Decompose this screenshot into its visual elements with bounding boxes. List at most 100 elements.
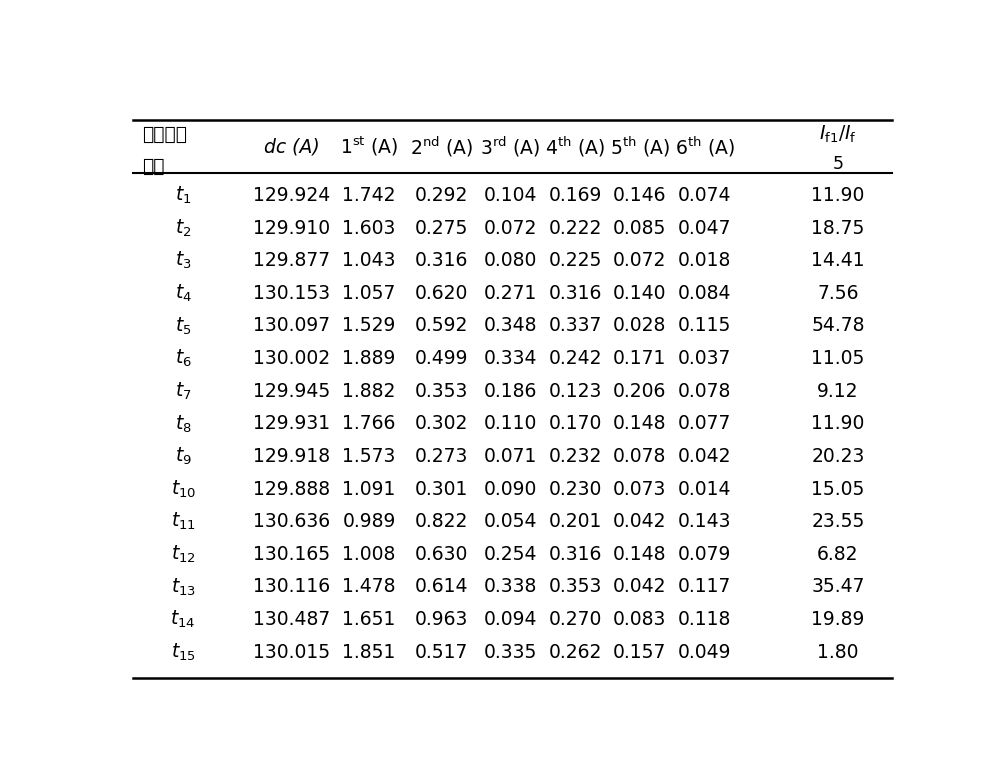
Text: 129.945: 129.945 — [253, 382, 330, 400]
Text: 0.230: 0.230 — [549, 480, 602, 499]
Text: $I_{\rm f1}/I_{\rm f}$: $I_{\rm f1}/I_{\rm f}$ — [819, 124, 857, 145]
Text: 0.084: 0.084 — [678, 284, 731, 303]
Text: 0.270: 0.270 — [549, 610, 602, 629]
Text: 1.603: 1.603 — [342, 219, 396, 238]
Text: 0.028: 0.028 — [613, 316, 666, 336]
Text: 129.931: 129.931 — [253, 414, 330, 433]
Text: 故障发生: 故障发生 — [142, 125, 187, 144]
Text: 1.80: 1.80 — [817, 643, 859, 661]
Text: 0.078: 0.078 — [678, 382, 731, 400]
Text: 0.222: 0.222 — [549, 219, 602, 238]
Text: 0.014: 0.014 — [678, 480, 731, 499]
Text: 0.110: 0.110 — [483, 414, 537, 433]
Text: 1.057: 1.057 — [342, 284, 396, 303]
Text: 11.90: 11.90 — [811, 414, 865, 433]
Text: 129.877: 129.877 — [253, 252, 330, 270]
Text: 0.072: 0.072 — [613, 252, 666, 270]
Text: 0.630: 0.630 — [415, 545, 468, 564]
Text: 0.348: 0.348 — [483, 316, 537, 336]
Text: 0.275: 0.275 — [415, 219, 468, 238]
Text: 1.742: 1.742 — [342, 186, 396, 205]
Text: $t_3$: $t_3$ — [175, 250, 191, 271]
Text: 0.117: 0.117 — [678, 577, 731, 597]
Text: 129.924: 129.924 — [253, 186, 330, 205]
Text: 1.529: 1.529 — [342, 316, 396, 336]
Text: 0.094: 0.094 — [483, 610, 537, 629]
Text: $5^{\rm th}$ (A): $5^{\rm th}$ (A) — [610, 135, 670, 159]
Text: $t_6$: $t_6$ — [175, 348, 192, 369]
Text: $2^{\rm nd}$ (A): $2^{\rm nd}$ (A) — [410, 135, 473, 159]
Text: 0.254: 0.254 — [483, 545, 537, 564]
Text: 0.316: 0.316 — [415, 252, 468, 270]
Text: 0.353: 0.353 — [549, 577, 602, 597]
Text: 130.487: 130.487 — [253, 610, 330, 629]
Text: 0.143: 0.143 — [678, 513, 731, 531]
Text: 1.651: 1.651 — [342, 610, 396, 629]
Text: 1.573: 1.573 — [342, 447, 396, 466]
Text: 0.073: 0.073 — [613, 480, 666, 499]
Text: 0.517: 0.517 — [415, 643, 468, 661]
Text: 0.337: 0.337 — [549, 316, 602, 336]
Text: 1.043: 1.043 — [342, 252, 396, 270]
Text: 54.78: 54.78 — [811, 316, 865, 336]
Text: 6.82: 6.82 — [817, 545, 859, 564]
Text: 1.889: 1.889 — [342, 349, 396, 368]
Text: 0.157: 0.157 — [613, 643, 666, 661]
Text: $t_{11}$: $t_{11}$ — [171, 511, 196, 532]
Text: 5: 5 — [832, 155, 844, 173]
Text: 130.636: 130.636 — [253, 513, 330, 531]
Text: $t_4$: $t_4$ — [175, 283, 192, 304]
Text: $t_9$: $t_9$ — [175, 446, 192, 467]
Text: 0.620: 0.620 — [415, 284, 468, 303]
Text: 1.766: 1.766 — [342, 414, 396, 433]
Text: $t_8$: $t_8$ — [175, 413, 191, 435]
Text: 0.085: 0.085 — [613, 219, 666, 238]
Text: 14.41: 14.41 — [811, 252, 865, 270]
Text: 0.169: 0.169 — [549, 186, 602, 205]
Text: 时刻: 时刻 — [142, 157, 165, 175]
Text: 35.47: 35.47 — [811, 577, 865, 597]
Text: $t_{10}$: $t_{10}$ — [171, 478, 196, 500]
Text: $t_1$: $t_1$ — [175, 185, 191, 206]
Text: $4^{\rm th}$ (A): $4^{\rm th}$ (A) — [545, 135, 605, 159]
Text: 129.918: 129.918 — [253, 447, 330, 466]
Text: 0.171: 0.171 — [613, 349, 666, 368]
Text: 0.273: 0.273 — [415, 447, 468, 466]
Text: 0.146: 0.146 — [613, 186, 666, 205]
Text: 0.104: 0.104 — [483, 186, 537, 205]
Text: 0.201: 0.201 — [549, 513, 602, 531]
Text: 0.271: 0.271 — [483, 284, 537, 303]
Text: 0.225: 0.225 — [549, 252, 602, 270]
Text: 0.148: 0.148 — [613, 545, 666, 564]
Text: 11.90: 11.90 — [811, 186, 865, 205]
Text: $t_{13}$: $t_{13}$ — [171, 576, 196, 597]
Text: 0.047: 0.047 — [678, 219, 731, 238]
Text: 0.078: 0.078 — [613, 447, 666, 466]
Text: 23.55: 23.55 — [811, 513, 865, 531]
Text: 0.083: 0.083 — [613, 610, 666, 629]
Text: 129.888: 129.888 — [253, 480, 330, 499]
Text: 0.614: 0.614 — [414, 577, 468, 597]
Text: 1.882: 1.882 — [342, 382, 396, 400]
Text: 0.302: 0.302 — [415, 414, 468, 433]
Text: 0.140: 0.140 — [613, 284, 666, 303]
Text: 0.080: 0.080 — [483, 252, 537, 270]
Text: $t_2$: $t_2$ — [175, 217, 191, 239]
Text: 0.042: 0.042 — [613, 577, 666, 597]
Text: 0.206: 0.206 — [613, 382, 666, 400]
Text: 0.054: 0.054 — [483, 513, 537, 531]
Text: $t_{14}$: $t_{14}$ — [170, 609, 196, 630]
Text: 7.56: 7.56 — [817, 284, 859, 303]
Text: dc (A): dc (A) — [264, 137, 320, 156]
Text: 0.118: 0.118 — [678, 610, 731, 629]
Text: 0.316: 0.316 — [549, 284, 602, 303]
Text: 0.499: 0.499 — [414, 349, 468, 368]
Text: 0.148: 0.148 — [613, 414, 666, 433]
Text: 130.116: 130.116 — [253, 577, 330, 597]
Text: 0.338: 0.338 — [483, 577, 537, 597]
Text: 130.002: 130.002 — [253, 349, 330, 368]
Text: 0.242: 0.242 — [549, 349, 602, 368]
Text: 0.232: 0.232 — [549, 447, 602, 466]
Text: $t_5$: $t_5$ — [175, 315, 191, 337]
Text: 0.292: 0.292 — [415, 186, 468, 205]
